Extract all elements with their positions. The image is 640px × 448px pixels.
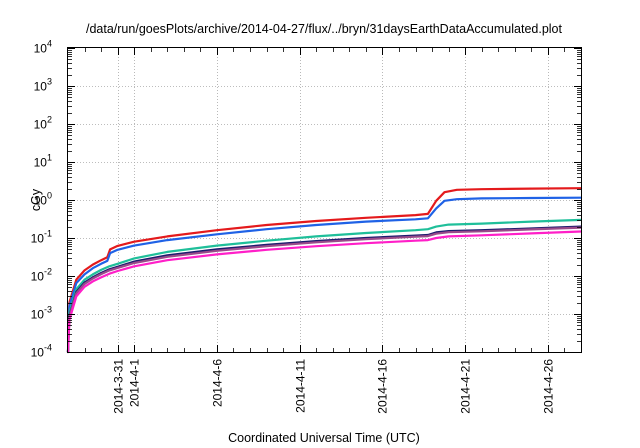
x-axis: 2014-3-31 2014-4-1 2014-4-6 2014-4-11 2014-4… bbox=[85, 48, 565, 414]
x-tick-label: 2014-4-21 bbox=[459, 359, 473, 414]
x-axis-label: Coordinated Universal Time (UTC) bbox=[228, 431, 420, 445]
x-tick-label: 2014-4-26 bbox=[542, 359, 556, 414]
series-line bbox=[66, 230, 583, 354]
y-tick-label: 10-2 bbox=[31, 267, 52, 284]
plot-frame bbox=[67, 47, 582, 353]
x-tick-label: 2014-3-31 bbox=[112, 359, 126, 414]
y-tick-label: 104 bbox=[34, 39, 52, 56]
series-line bbox=[66, 196, 583, 354]
chart-title: /data/run/goesPlots/archive/2014-04-27/f… bbox=[86, 22, 562, 36]
y-tick-label: 103 bbox=[34, 77, 52, 94]
y-tick-label: 10-4 bbox=[31, 343, 52, 360]
x-tick-label: 2014-4-11 bbox=[294, 359, 308, 413]
x-tick-label: 2014-4-1 bbox=[128, 359, 142, 407]
y-tick-label: 10-1 bbox=[31, 229, 52, 246]
y-tick-label: 102 bbox=[34, 115, 52, 132]
series-line bbox=[66, 187, 583, 354]
x-tick-label: 2014-4-6 bbox=[211, 359, 225, 407]
series-line bbox=[66, 226, 583, 354]
series-line bbox=[66, 218, 583, 354]
grid bbox=[68, 48, 581, 352]
y-tick-label: 100 bbox=[34, 191, 52, 208]
y-tick-label: 10-3 bbox=[31, 305, 52, 322]
x-tick-label: 2014-4-16 bbox=[376, 359, 390, 414]
series-lines bbox=[66, 187, 583, 354]
y-axis: 10-4 10-3 10-2 10-1 100 101 102 103 104 bbox=[31, 39, 581, 360]
y-axis-label: cGy bbox=[29, 188, 43, 211]
y-tick-label: 101 bbox=[34, 153, 52, 170]
